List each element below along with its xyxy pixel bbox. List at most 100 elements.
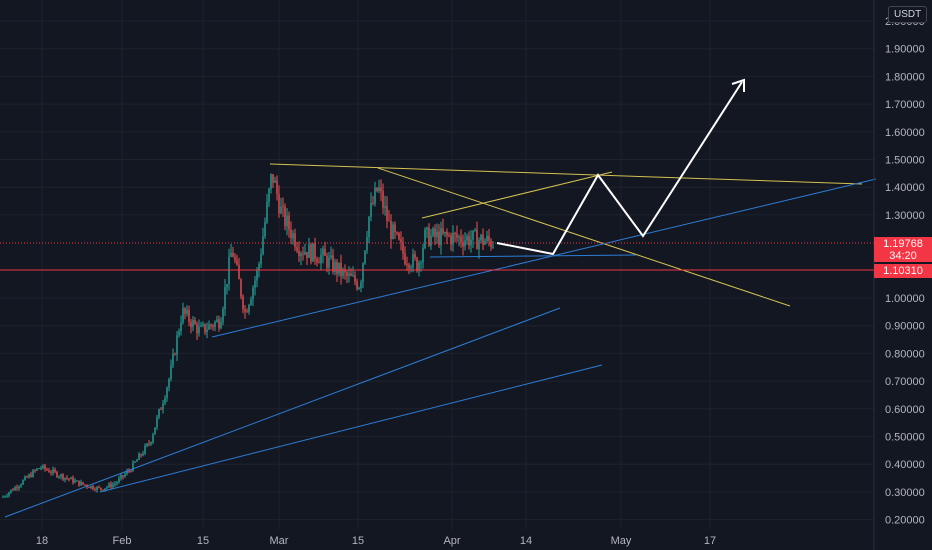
candle-body <box>202 323 204 326</box>
candle-body <box>394 224 396 233</box>
candle-body <box>106 486 108 489</box>
candle-body <box>186 310 188 314</box>
price-tick-label: 0.80000 <box>885 348 925 360</box>
candle-body <box>198 326 200 334</box>
candle-body <box>454 233 456 235</box>
price-tick-label: 1.30000 <box>885 210 925 222</box>
candle-body <box>126 470 128 475</box>
candle-body <box>60 474 62 477</box>
candle-body <box>92 485 94 490</box>
candle-body <box>336 261 338 274</box>
candle-body <box>474 229 476 231</box>
candle-body <box>246 311 248 313</box>
candle-body <box>314 243 316 260</box>
support-trendline[interactable] <box>211 178 877 338</box>
candle-body <box>256 270 258 281</box>
candle-body <box>72 477 74 483</box>
chart-drawings[interactable] <box>0 78 877 518</box>
candle-body <box>350 273 352 276</box>
candle-body <box>290 229 292 239</box>
candle-body <box>370 203 372 217</box>
candle-body <box>236 260 238 265</box>
candle-body <box>176 335 178 355</box>
candle-body <box>466 236 468 241</box>
candle-body <box>420 262 422 264</box>
candle-body <box>326 255 328 268</box>
channel-upper-line[interactable] <box>421 171 613 219</box>
candle-body <box>114 483 116 485</box>
candle-body <box>46 469 48 471</box>
candle-body <box>346 272 348 276</box>
candle-body <box>64 477 66 480</box>
candle-body <box>2 496 4 498</box>
candle-body <box>78 480 80 486</box>
candle-body <box>212 325 214 327</box>
candle-body <box>458 236 460 238</box>
long-trendline-1[interactable] <box>4 307 561 518</box>
candle-body <box>272 174 274 183</box>
candle-body <box>334 261 336 272</box>
candle-body <box>116 482 118 484</box>
candle-body <box>476 229 478 250</box>
projection-arrowhead <box>731 78 745 92</box>
candle-body <box>38 468 40 470</box>
candle-body <box>172 353 174 366</box>
candle-body <box>130 471 132 473</box>
candle-body <box>426 227 428 230</box>
candle-body <box>244 309 246 312</box>
candle-body <box>58 476 60 478</box>
candle-body <box>428 227 430 246</box>
candle-body <box>96 487 98 491</box>
candle-body <box>22 480 24 485</box>
candle-body <box>440 228 442 246</box>
time-axis[interactable]: 18 Feb 15 Mar 15 Apr 14 May 17 <box>36 535 716 547</box>
candle-body <box>50 472 52 474</box>
candle-body <box>304 252 306 255</box>
candle-body <box>378 187 380 191</box>
candle-body <box>120 475 122 479</box>
candle-body <box>380 187 382 192</box>
candle-body <box>44 465 46 470</box>
candle-body <box>140 454 142 456</box>
candle-body <box>234 256 236 261</box>
candle-body <box>102 489 104 491</box>
candle-body <box>122 475 124 477</box>
candle-body <box>408 264 410 269</box>
candle-body <box>162 403 164 410</box>
candle-body <box>310 244 312 262</box>
resistance-trendline[interactable] <box>269 163 863 185</box>
candle-body <box>152 434 154 443</box>
candle-body <box>372 203 374 205</box>
candle-body <box>90 485 92 489</box>
price-tick-label: 0.40000 <box>885 459 925 471</box>
descending-trendline[interactable] <box>377 167 791 307</box>
candle-body <box>462 242 464 247</box>
range-bottom-line[interactable] <box>429 254 637 258</box>
candle-body <box>320 254 322 264</box>
candle-body <box>262 236 264 255</box>
candle-body <box>178 331 180 336</box>
currency-label[interactable]: USDT <box>888 6 928 23</box>
candle-body <box>108 483 110 487</box>
projection-path[interactable] <box>496 81 743 256</box>
candle-body <box>264 221 266 237</box>
candle-body <box>160 409 162 411</box>
candle-body <box>150 442 152 445</box>
candlestick-series[interactable] <box>2 173 494 498</box>
candle-body <box>136 459 138 462</box>
last-price-tag: 1.19768 34:20 <box>874 237 932 262</box>
candle-body <box>368 216 370 237</box>
candle-body <box>296 247 298 251</box>
candle-body <box>396 232 398 234</box>
candle-body <box>240 279 242 297</box>
candle-body <box>18 486 20 489</box>
price-tick-label: 1.40000 <box>885 182 925 194</box>
candle-body <box>482 234 484 245</box>
long-trendline-2[interactable] <box>99 364 603 493</box>
candle-body <box>138 454 140 460</box>
candle-body <box>280 206 282 214</box>
candle-body <box>294 233 296 248</box>
candle-body <box>134 461 136 463</box>
candle-body <box>332 255 334 272</box>
